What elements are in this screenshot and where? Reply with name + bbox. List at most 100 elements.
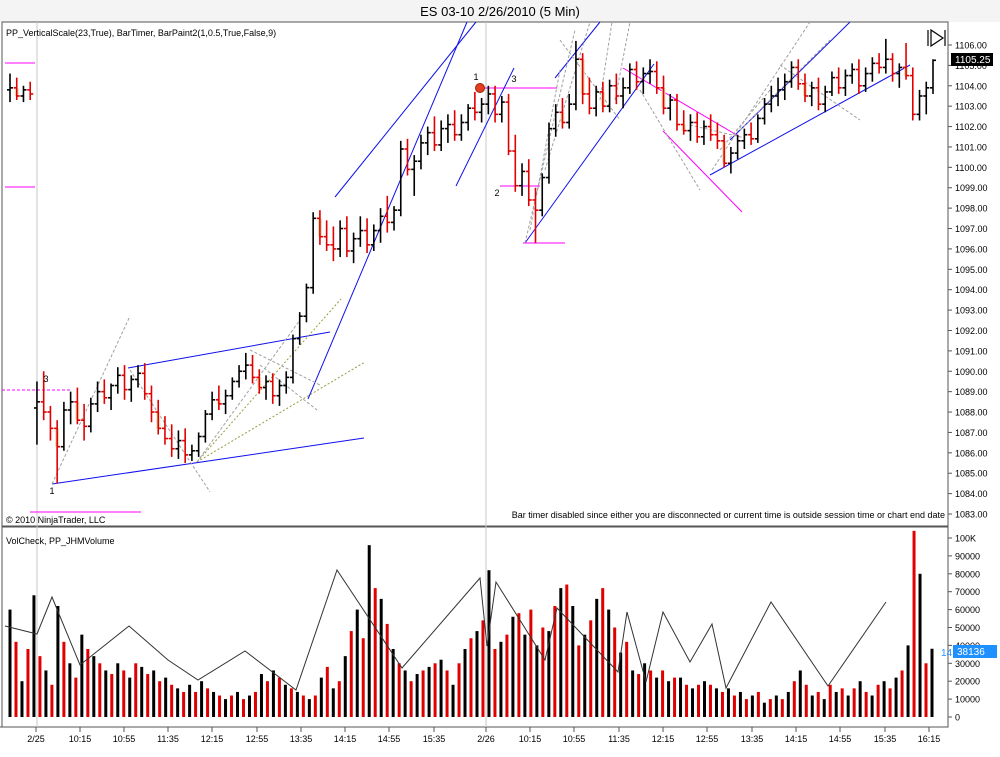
volume-bar	[469, 638, 473, 717]
volume-bar	[224, 699, 228, 717]
price-bar	[296, 312, 303, 345]
price-bar	[236, 365, 243, 388]
volume-bar	[182, 691, 186, 717]
volume-bar	[679, 677, 683, 717]
title-bar	[0, 0, 1000, 22]
volume-bar	[170, 684, 174, 717]
volume-bar	[834, 691, 838, 717]
price-bar	[370, 224, 377, 251]
price-bar	[741, 128, 748, 149]
price-bar	[687, 114, 694, 141]
price-bar	[680, 110, 687, 135]
price-bar	[673, 93, 680, 131]
gray-fan-line	[779, 64, 861, 121]
volume-bar	[379, 598, 383, 717]
volume-y-tick-label: 60000	[955, 605, 980, 615]
price-bar	[647, 59, 654, 84]
price-bar	[855, 59, 862, 94]
volume-bar	[295, 691, 299, 717]
y-tick-label: 1092.00	[955, 326, 988, 336]
volume-bar	[876, 684, 880, 717]
volume-bar	[565, 584, 569, 717]
x-tick-label: 11:35	[608, 734, 630, 744]
price-bar	[889, 53, 896, 82]
price-bar	[451, 110, 458, 141]
volume-bar	[218, 695, 222, 717]
volume-bar	[158, 681, 162, 717]
y-tick-label: 1084.00	[955, 489, 988, 499]
olive-fan-line	[196, 361, 366, 463]
price-bar	[222, 389, 229, 415]
price-bar	[700, 120, 707, 145]
volume-bar	[619, 652, 623, 717]
price-bar	[337, 220, 344, 258]
swing-high-marker[interactable]	[475, 83, 485, 93]
price-bar	[175, 430, 182, 459]
volume-bar	[439, 659, 443, 717]
price-bar	[256, 369, 263, 394]
price-bar	[640, 67, 647, 94]
price-bar	[471, 91, 478, 121]
x-tick-label: 12:55	[696, 734, 719, 744]
volume-bar	[445, 670, 449, 717]
gray-fan-line	[689, 124, 746, 139]
price-bar	[33, 381, 40, 445]
price-bar	[148, 385, 155, 423]
volume-y-tick-label: 70000	[955, 587, 980, 597]
volume-bar	[68, 663, 72, 717]
volume-bar	[858, 681, 862, 717]
volume-bar	[271, 670, 275, 717]
price-bar	[343, 216, 350, 258]
price-bar	[721, 134, 728, 168]
price-bar	[188, 444, 195, 461]
volume-bar	[888, 688, 892, 717]
last-price-label: 1105.25	[955, 55, 991, 66]
gray-fan-line	[599, 21, 613, 101]
price-bar	[323, 220, 330, 251]
volume-bar	[625, 641, 629, 717]
price-bar	[310, 212, 317, 294]
volume-bar	[8, 609, 12, 717]
swing-label: 3	[43, 374, 48, 384]
y-tick-label: 1094.00	[955, 285, 988, 295]
price-bar	[27, 81, 34, 101]
price-bar	[606, 79, 613, 113]
price-bar	[633, 61, 640, 90]
price-bar	[492, 85, 499, 123]
price-bar	[801, 73, 808, 103]
volume-bar	[247, 695, 251, 717]
volume-bar	[391, 648, 395, 717]
volume-bar	[738, 691, 742, 717]
price-bar	[572, 40, 579, 111]
volume-bar	[744, 699, 748, 717]
volume-bar	[26, 648, 30, 717]
volume-bar	[451, 684, 455, 717]
price-bar	[586, 77, 593, 115]
price-bar	[263, 375, 270, 400]
volume-bar	[571, 606, 575, 717]
price-bar	[795, 59, 802, 90]
price-bar	[599, 81, 606, 113]
volume-bar	[487, 570, 491, 717]
volume-bar	[691, 688, 695, 717]
volume-bar	[152, 670, 156, 717]
x-tick-label: 11:35	[157, 734, 179, 744]
volume-bar	[319, 677, 323, 717]
volume-bar	[541, 627, 545, 717]
price-indicator-label: PP_VerticalScale(23,True), BarTimer, Bar…	[6, 28, 276, 38]
volume-bar	[894, 677, 898, 717]
volume-y-tick-label: 10000	[955, 695, 980, 705]
volume-bar	[667, 681, 671, 717]
volume-bar	[397, 663, 401, 717]
scroll-end-icon[interactable]	[926, 28, 946, 48]
volume-bar	[122, 670, 126, 717]
y-tick-label: 1088.00	[955, 408, 988, 418]
volume-bar	[206, 688, 210, 717]
volume-y-tick-label: 90000	[955, 551, 980, 561]
volume-bar	[367, 545, 371, 717]
volume-bar	[870, 695, 874, 717]
volume-bar	[762, 702, 766, 717]
volume-bar	[50, 684, 54, 717]
price-bar	[20, 85, 27, 103]
